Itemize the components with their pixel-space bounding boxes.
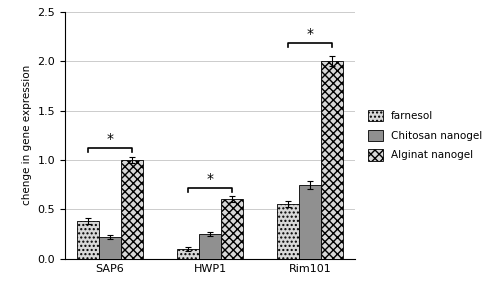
- Legend: farnesol, Chitosan nanogel, Alginat nanogel: farnesol, Chitosan nanogel, Alginat nano…: [366, 108, 484, 163]
- Bar: [99, 237, 121, 259]
- Bar: [321, 61, 343, 259]
- Bar: [199, 234, 221, 259]
- Bar: [177, 249, 199, 259]
- Bar: [277, 204, 299, 259]
- Bar: [221, 199, 243, 259]
- Text: *: *: [206, 172, 214, 186]
- Bar: [121, 160, 143, 259]
- Bar: [299, 185, 321, 259]
- Bar: [77, 221, 99, 259]
- Text: *: *: [106, 132, 114, 146]
- Text: *: *: [306, 27, 314, 41]
- Y-axis label: chenge in gene expression: chenge in gene expression: [22, 65, 32, 206]
